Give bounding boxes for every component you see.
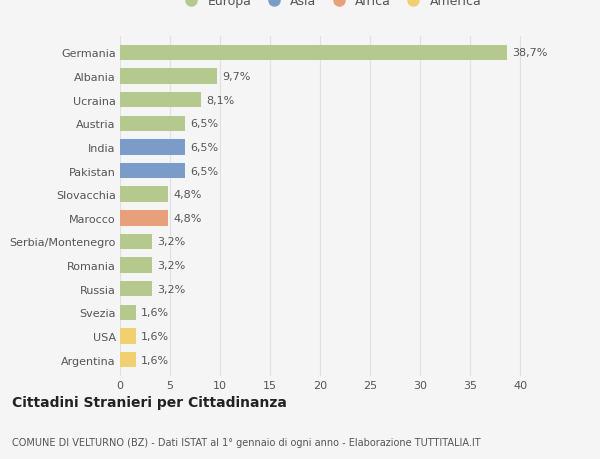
Bar — [120, 211, 168, 226]
Bar — [120, 305, 136, 320]
Bar — [120, 140, 185, 155]
Text: 3,2%: 3,2% — [157, 261, 185, 270]
Bar — [120, 234, 152, 250]
Text: 3,2%: 3,2% — [157, 237, 185, 247]
Text: 3,2%: 3,2% — [157, 284, 185, 294]
Text: 9,7%: 9,7% — [222, 72, 250, 82]
Text: 38,7%: 38,7% — [512, 48, 547, 58]
Text: 1,6%: 1,6% — [141, 331, 169, 341]
Bar — [120, 352, 136, 368]
Text: 1,6%: 1,6% — [141, 308, 169, 318]
Bar — [120, 163, 185, 179]
Text: 4,8%: 4,8% — [173, 213, 202, 224]
Bar — [120, 187, 168, 202]
Bar — [120, 45, 507, 61]
Text: 8,1%: 8,1% — [206, 95, 234, 106]
Text: 1,6%: 1,6% — [141, 355, 169, 365]
Text: COMUNE DI VELTURNO (BZ) - Dati ISTAT al 1° gennaio di ogni anno - Elaborazione T: COMUNE DI VELTURNO (BZ) - Dati ISTAT al … — [12, 437, 481, 447]
Text: 6,5%: 6,5% — [190, 119, 218, 129]
Text: 6,5%: 6,5% — [190, 166, 218, 176]
Bar — [120, 329, 136, 344]
Text: Cittadini Stranieri per Cittadinanza: Cittadini Stranieri per Cittadinanza — [12, 395, 287, 409]
Bar — [120, 69, 217, 84]
Bar — [120, 93, 201, 108]
Text: 6,5%: 6,5% — [190, 143, 218, 152]
Text: 4,8%: 4,8% — [173, 190, 202, 200]
Legend: Europa, Asia, Africa, America: Europa, Asia, Africa, America — [179, 0, 481, 8]
Bar — [120, 281, 152, 297]
Bar — [120, 258, 152, 273]
Bar — [120, 116, 185, 132]
